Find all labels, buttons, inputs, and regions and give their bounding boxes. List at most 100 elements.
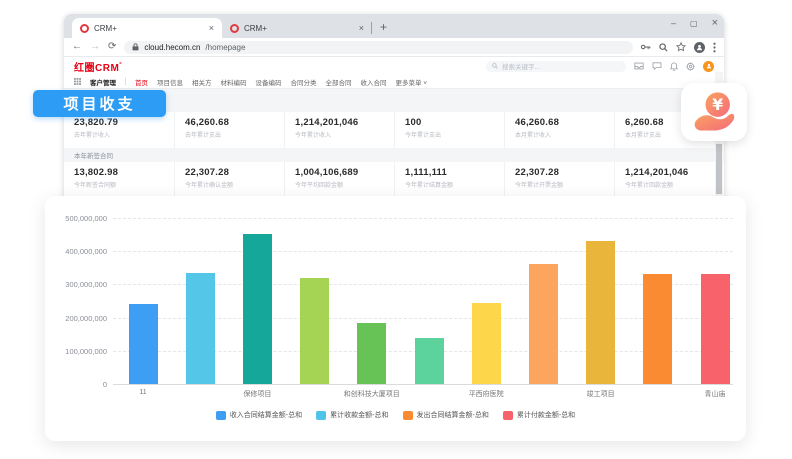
crm-nav-item[interactable]: 收入合同 bbox=[361, 77, 387, 87]
project-income-expense-chart-card: 0100,000,000200,000,000300,000,000400,00… bbox=[45, 196, 746, 441]
legend-swatch bbox=[216, 411, 226, 420]
stat-value: 22,307.28 bbox=[515, 167, 614, 178]
browser-tab[interactable]: CRM+× bbox=[72, 18, 222, 38]
stat-cell: 100 今年累计支出 bbox=[394, 112, 504, 148]
stat-cell: 23,820.79去年累计收入 bbox=[64, 112, 174, 148]
stat-value: 1,111,111 bbox=[405, 167, 504, 178]
stat-cell: 1,214,201,046 今年累计回款金额 bbox=[614, 162, 724, 198]
crm-nav-item[interactable]: 合同分类 bbox=[291, 77, 317, 87]
crm-nav-item[interactable]: 更多菜单 ˅ bbox=[396, 77, 428, 87]
crm-search-input[interactable]: 搜索关键字... bbox=[486, 61, 626, 72]
new-tab-button[interactable]: + bbox=[380, 20, 387, 34]
project-income-expense-badge[interactable]: 项目收支 bbox=[33, 90, 166, 117]
chart-gridline bbox=[113, 218, 733, 219]
tab-separator bbox=[371, 22, 372, 34]
back-button[interactable]: ← bbox=[72, 42, 82, 52]
stats-row-1: 23,820.79去年累计收入46,260.68去年累计支出1,214,201,… bbox=[64, 112, 724, 148]
crm-nav-bar: 客户管理 首页项目信息相关方材料编码设备编码合同分类全部合同收入合同更多菜单 ˅ bbox=[64, 75, 724, 89]
crm-nav-item[interactable]: 客户管理 bbox=[90, 77, 116, 87]
y-tick-label: 200,000,000 bbox=[51, 314, 107, 323]
bar-series-6[interactable] bbox=[415, 338, 444, 384]
crm-search-placeholder: 搜索关键字... bbox=[502, 61, 540, 71]
stat-value: 46,260.68 bbox=[515, 117, 614, 128]
scrollbar-thumb[interactable] bbox=[716, 144, 722, 194]
address-bar[interactable]: cloud.hecom.cn/homepage bbox=[124, 41, 633, 54]
income-expense-fab[interactable]: ¥ bbox=[681, 83, 747, 141]
close-button[interactable]: × bbox=[712, 17, 718, 29]
browser-menu-icon[interactable] bbox=[713, 42, 716, 53]
url-path: /homepage bbox=[205, 43, 245, 52]
nav-divider bbox=[125, 78, 126, 85]
legend-item[interactable]: 累计付款金额-总和 bbox=[503, 410, 575, 420]
bar-series-2[interactable] bbox=[186, 273, 215, 384]
reload-button[interactable]: ⟳ bbox=[108, 42, 116, 52]
legend-item[interactable]: 收入合同结算金额-总和 bbox=[216, 410, 302, 420]
stat-value: 22,307.28 bbox=[185, 167, 284, 178]
message-icon[interactable] bbox=[652, 62, 662, 70]
zoom-icon[interactable] bbox=[659, 43, 668, 52]
crm-nav-item[interactable]: 全部合同 bbox=[326, 77, 352, 87]
bar-series-8[interactable] bbox=[529, 264, 558, 384]
stat-cell: 1,004,106,689今年平均回款金额 bbox=[284, 162, 394, 198]
tab-close-icon[interactable]: × bbox=[209, 24, 214, 33]
legend-item[interactable]: 发出合同结算金额-总和 bbox=[403, 410, 489, 420]
x-category-label: 和创科技大厦项目 bbox=[317, 389, 427, 399]
browser-profile-avatar[interactable] bbox=[694, 42, 705, 53]
bar-series-3[interactable] bbox=[243, 234, 272, 384]
tab-title: CRM+ bbox=[244, 24, 354, 33]
crm-logo[interactable]: 红圈CRM° bbox=[74, 59, 122, 74]
stat-caption: 今年累计确认金额 bbox=[185, 180, 284, 189]
search-icon bbox=[492, 63, 498, 69]
x-category-label: 青山庙 bbox=[660, 389, 770, 399]
legend-label: 累计付款金额-总和 bbox=[517, 410, 575, 420]
person-icon bbox=[696, 44, 703, 51]
bar-series-4[interactable] bbox=[300, 278, 329, 384]
stat-cell: 22,307.28 今年累计确认金额 bbox=[174, 162, 284, 198]
grid-menu-icon[interactable] bbox=[74, 78, 81, 85]
crm-nav-item[interactable]: 相关方 bbox=[192, 77, 212, 87]
x-category-label: 平西府医院 bbox=[431, 389, 541, 399]
bell-icon[interactable] bbox=[670, 62, 678, 71]
stat-caption: 去年累计支出 bbox=[185, 130, 284, 139]
stat-value: 1,214,201,046 bbox=[625, 167, 724, 178]
crm-nav-item[interactable]: 设备编码 bbox=[256, 77, 282, 87]
stat-value: 100 bbox=[405, 117, 504, 128]
browser-tab[interactable]: CRM+ × bbox=[222, 18, 372, 38]
stat-value: 46,260.68 bbox=[185, 117, 284, 128]
stats-row-2: 13,802.98今年新签合同额22,307.28今年累计确认金额1,004,1… bbox=[64, 162, 724, 198]
bar-series-7[interactable] bbox=[472, 303, 501, 384]
stat-caption: 本月累计收入 bbox=[515, 130, 614, 139]
bar-series-11[interactable] bbox=[701, 274, 730, 384]
gear-icon[interactable] bbox=[686, 62, 695, 71]
maximize-button[interactable]: ▢ bbox=[690, 19, 698, 28]
crm-user-avatar[interactable] bbox=[703, 61, 714, 72]
forward-button[interactable]: → bbox=[90, 42, 100, 52]
crm-nav-item[interactable]: 首页 bbox=[135, 77, 148, 87]
inbox-icon[interactable] bbox=[634, 62, 644, 70]
window-controls: – ▢ × bbox=[671, 17, 718, 29]
legend-item[interactable]: 累计收款金额-总和 bbox=[316, 410, 388, 420]
chart-legend: 收入合同结算金额-总和 累计收款金额-总和 发出合同结算金额-总和 累计付款金额-总和 bbox=[45, 410, 746, 420]
stat-caption: 今年累计回款金额 bbox=[625, 180, 724, 189]
legend-swatch bbox=[503, 411, 513, 420]
y-tick-label: 0 bbox=[51, 380, 107, 389]
stat-caption: 今年累计结算金额 bbox=[405, 180, 504, 189]
tab-close-icon[interactable]: × bbox=[359, 24, 364, 33]
bookmark-star-icon[interactable] bbox=[676, 42, 686, 52]
key-icon[interactable] bbox=[641, 43, 651, 51]
crm-nav-item[interactable]: 项目信息 bbox=[157, 77, 183, 87]
bar-series-10[interactable] bbox=[643, 274, 672, 384]
bar-series-5[interactable] bbox=[357, 323, 386, 384]
stat-cell: 1,111,111 今年累计结算金额 bbox=[394, 162, 504, 198]
bar-series-1[interactable] bbox=[129, 304, 158, 384]
bar-series-9[interactable] bbox=[586, 241, 615, 384]
crm-nav-item[interactable]: 材料编码 bbox=[221, 77, 247, 87]
stat-caption: 今年累计支出 bbox=[405, 130, 504, 139]
chart-gridline bbox=[113, 251, 733, 252]
svg-text:¥: ¥ bbox=[712, 96, 723, 114]
stat-caption: 今年累计开票金额 bbox=[515, 180, 614, 189]
x-category-label: 竣工项目 bbox=[546, 389, 656, 399]
person-icon bbox=[706, 63, 712, 69]
legend-label: 收入合同结算金额-总和 bbox=[230, 410, 302, 420]
minimize-button[interactable]: – bbox=[671, 18, 676, 28]
